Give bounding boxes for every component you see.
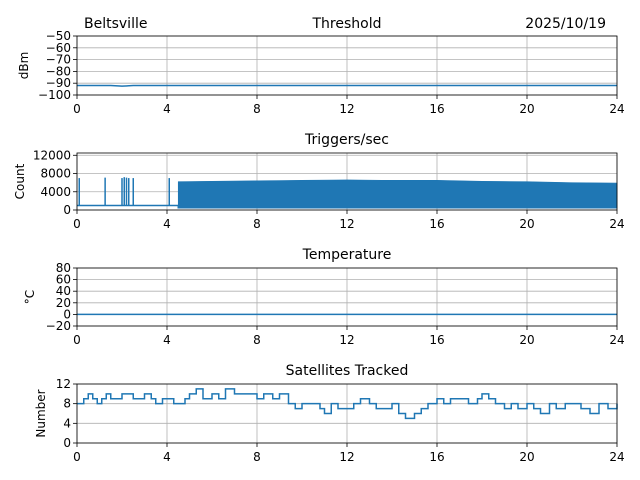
y-axis-label: dBm	[17, 52, 31, 80]
x-tick-label: 20	[519, 217, 534, 231]
x-tick-label: 20	[519, 102, 534, 116]
y-tick-label: 8000	[40, 167, 71, 181]
series-line-baseline	[77, 204, 617, 209]
panel-2: 0 4 8 12 16 20 24 0 4000 8000 12000 Triggers/sec Cou…	[13, 132, 625, 231]
y-tick-label: 12000	[33, 148, 71, 162]
y-tick-label: 4000	[40, 185, 71, 199]
x-tick-label: 0	[73, 102, 81, 116]
x-tick-label: 20	[519, 333, 534, 347]
panel-title: Temperature	[302, 247, 392, 263]
x-tick-label: 16	[429, 333, 444, 347]
x-tick-label: 0	[73, 450, 81, 464]
x-tick-label: 12	[339, 102, 354, 116]
x-tick-label: 12	[339, 217, 354, 231]
y-tick-label: −90	[46, 76, 71, 90]
y-tick-label: 40	[56, 284, 71, 298]
x-tick-label: 12	[339, 333, 354, 347]
panel-4: 0 4 8 12 16 20 24 0 4 8 12 Satellites Tracked Number	[34, 363, 625, 464]
chart-panels: 0 4 8 12 16 20 24 −100−90−80−70−60−50 Threshold d…	[13, 16, 625, 464]
y-tick-label: 12	[56, 377, 71, 391]
x-tick-label: 24	[609, 333, 624, 347]
series-line-satellites	[77, 388, 618, 420]
x-tick-label: 24	[609, 217, 624, 231]
x-tick-label: 8	[253, 450, 261, 464]
x-tick-label: 24	[609, 450, 624, 464]
x-tick-label: 8	[253, 217, 261, 231]
x-tick-label: 0	[73, 217, 81, 231]
x-tick-label: 4	[163, 102, 171, 116]
y-tick-label: 0	[63, 436, 71, 450]
y-tick-label: −100	[38, 88, 71, 102]
y-axis-label: Number	[34, 389, 48, 437]
panel-title: Threshold	[312, 16, 382, 32]
x-tick-label: 4	[163, 450, 171, 464]
y-tick-label: 4	[63, 416, 71, 430]
x-tick-label: 24	[609, 102, 624, 116]
series-line-threshold	[77, 84, 617, 87]
y-tick-label: 0	[63, 203, 71, 217]
x-tick-label: 16	[429, 102, 444, 116]
y-axis-label: °C	[23, 290, 37, 304]
panel-1: 0 4 8 12 16 20 24 −100−90−80−70−60−50 Threshold d…	[17, 16, 625, 116]
x-tick-label: 16	[429, 450, 444, 464]
y-tick-label: −60	[46, 41, 71, 55]
x-tick-label: 16	[429, 217, 444, 231]
y-tick-label: 0	[63, 307, 71, 321]
y-tick-label: 20	[56, 296, 71, 310]
y-tick-label: −50	[46, 29, 71, 43]
site-label: Beltsville	[84, 16, 147, 32]
panel-title: Satellites Tracked	[286, 363, 409, 379]
x-tick-label: 12	[339, 450, 354, 464]
y-axis-label: Count	[13, 163, 27, 199]
y-tick-label: −20	[46, 319, 71, 333]
x-tick-label: 8	[253, 333, 261, 347]
y-tick-label: 60	[56, 273, 71, 287]
y-tick-label: 8	[63, 397, 71, 411]
x-tick-label: 20	[519, 450, 534, 464]
panel-title: Triggers/sec	[304, 132, 389, 148]
x-tick-label: 4	[163, 333, 171, 347]
date-label: 2025/10/19	[525, 16, 606, 32]
x-tick-label: 0	[73, 333, 81, 347]
y-tick-label: −80	[46, 64, 71, 78]
x-tick-label: 4	[163, 217, 171, 231]
y-tick-label: −70	[46, 53, 71, 67]
y-tick-label: 80	[56, 261, 71, 275]
signal-band	[177, 179, 618, 209]
x-tick-label: 8	[253, 102, 261, 116]
